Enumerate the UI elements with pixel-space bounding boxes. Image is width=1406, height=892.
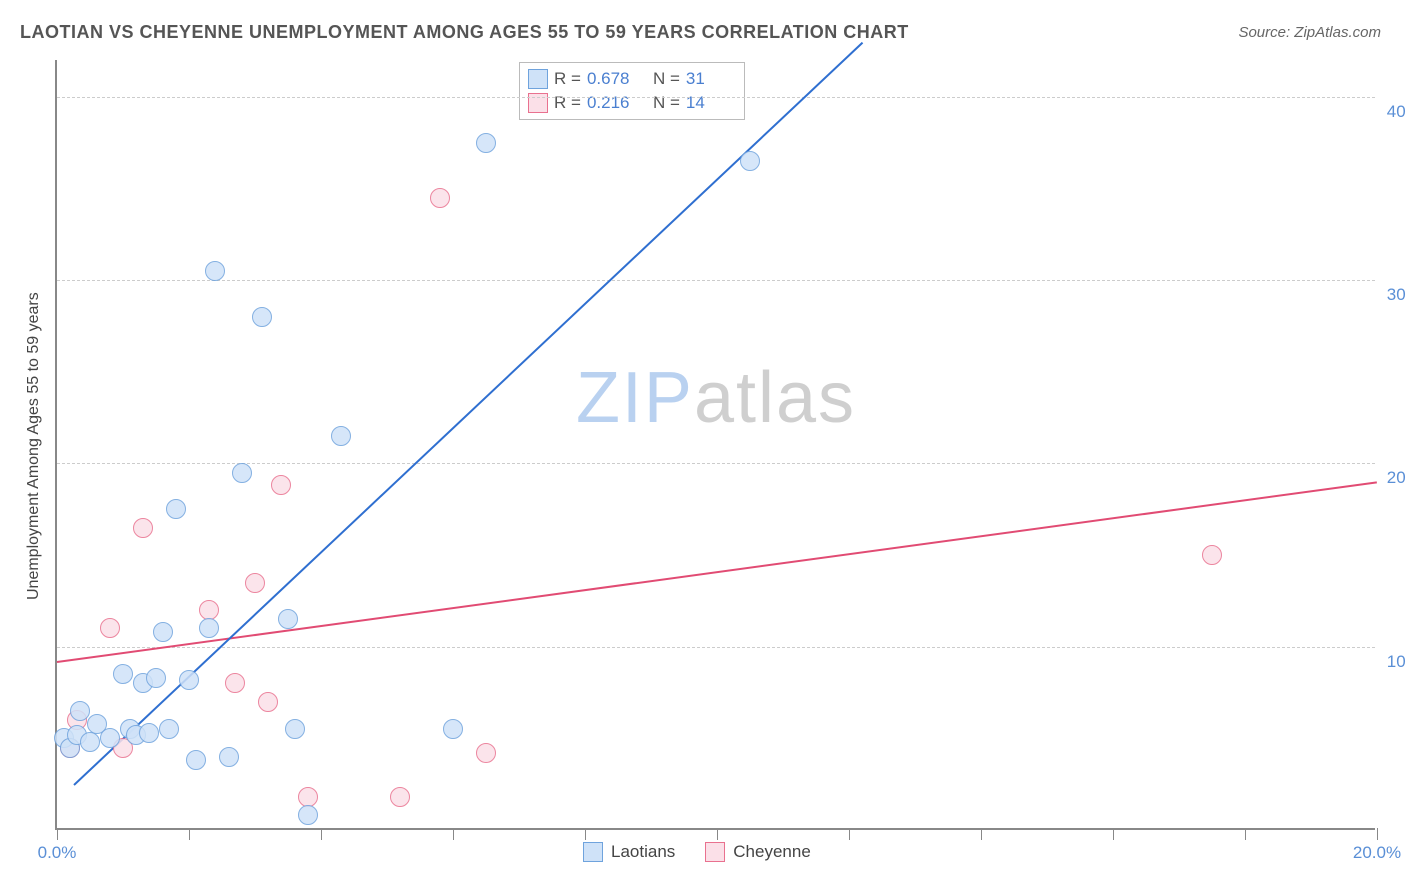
- data-point: [146, 668, 166, 688]
- watermark-atlas: atlas: [694, 358, 856, 438]
- x-tick-mark: [717, 828, 718, 840]
- data-point: [1202, 545, 1222, 565]
- data-point: [232, 463, 252, 483]
- legend-label: Cheyenne: [733, 842, 811, 862]
- legend-item: Laotians: [583, 842, 675, 862]
- x-tick-mark: [57, 828, 58, 840]
- scatter-plot: ZIPatlas R =0.678N =31R =0.216N =14 10.0…: [55, 60, 1375, 830]
- legend-item: Cheyenne: [705, 842, 811, 862]
- stats-r-label: R =: [554, 69, 581, 89]
- data-point: [199, 618, 219, 638]
- legend-swatch: [705, 842, 725, 862]
- legend-label: Laotians: [611, 842, 675, 862]
- data-point: [159, 719, 179, 739]
- data-point: [443, 719, 463, 739]
- stats-r-value: 0.216: [587, 93, 637, 113]
- stats-n-value: 14: [686, 93, 736, 113]
- stats-row: R = 0.678 N = 31: [528, 67, 736, 91]
- chart-title: LAOTIAN VS CHEYENNE UNEMPLOYMENT AMONG A…: [20, 22, 909, 43]
- data-point: [179, 670, 199, 690]
- data-point: [331, 426, 351, 446]
- legend-swatch: [528, 93, 548, 113]
- x-tick-mark: [1245, 828, 1246, 840]
- watermark: ZIPatlas: [576, 357, 856, 439]
- x-tick-mark: [453, 828, 454, 840]
- x-tick-mark: [189, 828, 190, 840]
- data-point: [271, 475, 291, 495]
- data-point: [476, 743, 496, 763]
- x-tick-mark: [585, 828, 586, 840]
- x-tick-mark: [1377, 828, 1378, 840]
- series-legend: Laotians Cheyenne: [583, 842, 811, 862]
- stats-r-value: 0.678: [587, 69, 637, 89]
- stats-r-label: R =: [554, 93, 581, 113]
- data-point: [199, 600, 219, 620]
- legend-swatch: [583, 842, 603, 862]
- data-point: [100, 618, 120, 638]
- y-axis-label: Unemployment Among Ages 55 to 59 years: [25, 292, 43, 600]
- data-point: [298, 805, 318, 825]
- y-tick-label: 40.0%: [1387, 102, 1406, 122]
- x-tick-label: 20.0%: [1353, 843, 1401, 863]
- stats-n-value: 31: [686, 69, 736, 89]
- gridline: [57, 280, 1375, 281]
- data-point: [740, 151, 760, 171]
- data-point: [80, 732, 100, 752]
- gridline: [57, 97, 1375, 98]
- data-point: [390, 787, 410, 807]
- source-label: Source: ZipAtlas.com: [1238, 24, 1381, 41]
- data-point: [252, 307, 272, 327]
- x-tick-mark: [1113, 828, 1114, 840]
- stats-n-label: N =: [653, 69, 680, 89]
- gridline: [57, 463, 1375, 464]
- data-point: [133, 518, 153, 538]
- x-tick-mark: [849, 828, 850, 840]
- data-point: [285, 719, 305, 739]
- data-point: [298, 787, 318, 807]
- data-point: [100, 728, 120, 748]
- x-tick-mark: [981, 828, 982, 840]
- watermark-zip: ZIP: [576, 358, 694, 438]
- y-tick-label: 10.0%: [1387, 652, 1406, 672]
- y-tick-label: 20.0%: [1387, 468, 1406, 488]
- data-point: [245, 573, 265, 593]
- data-point: [186, 750, 206, 770]
- data-point: [153, 622, 173, 642]
- data-point: [258, 692, 278, 712]
- data-point: [278, 609, 298, 629]
- data-point: [219, 747, 239, 767]
- stats-legend-box: R = 0.678 N = 31 R = 0.216 N = 14: [519, 62, 745, 120]
- gridline: [57, 647, 1375, 648]
- data-point: [205, 261, 225, 281]
- data-point: [430, 188, 450, 208]
- y-tick-label: 30.0%: [1387, 285, 1406, 305]
- stats-n-label: N =: [653, 93, 680, 113]
- data-point: [225, 673, 245, 693]
- x-tick-label: 0.0%: [38, 843, 77, 863]
- stats-row: R = 0.216 N = 14: [528, 91, 736, 115]
- x-tick-mark: [321, 828, 322, 840]
- legend-swatch: [528, 69, 548, 89]
- data-point: [113, 664, 133, 684]
- data-point: [139, 723, 159, 743]
- data-point: [476, 133, 496, 153]
- data-point: [166, 499, 186, 519]
